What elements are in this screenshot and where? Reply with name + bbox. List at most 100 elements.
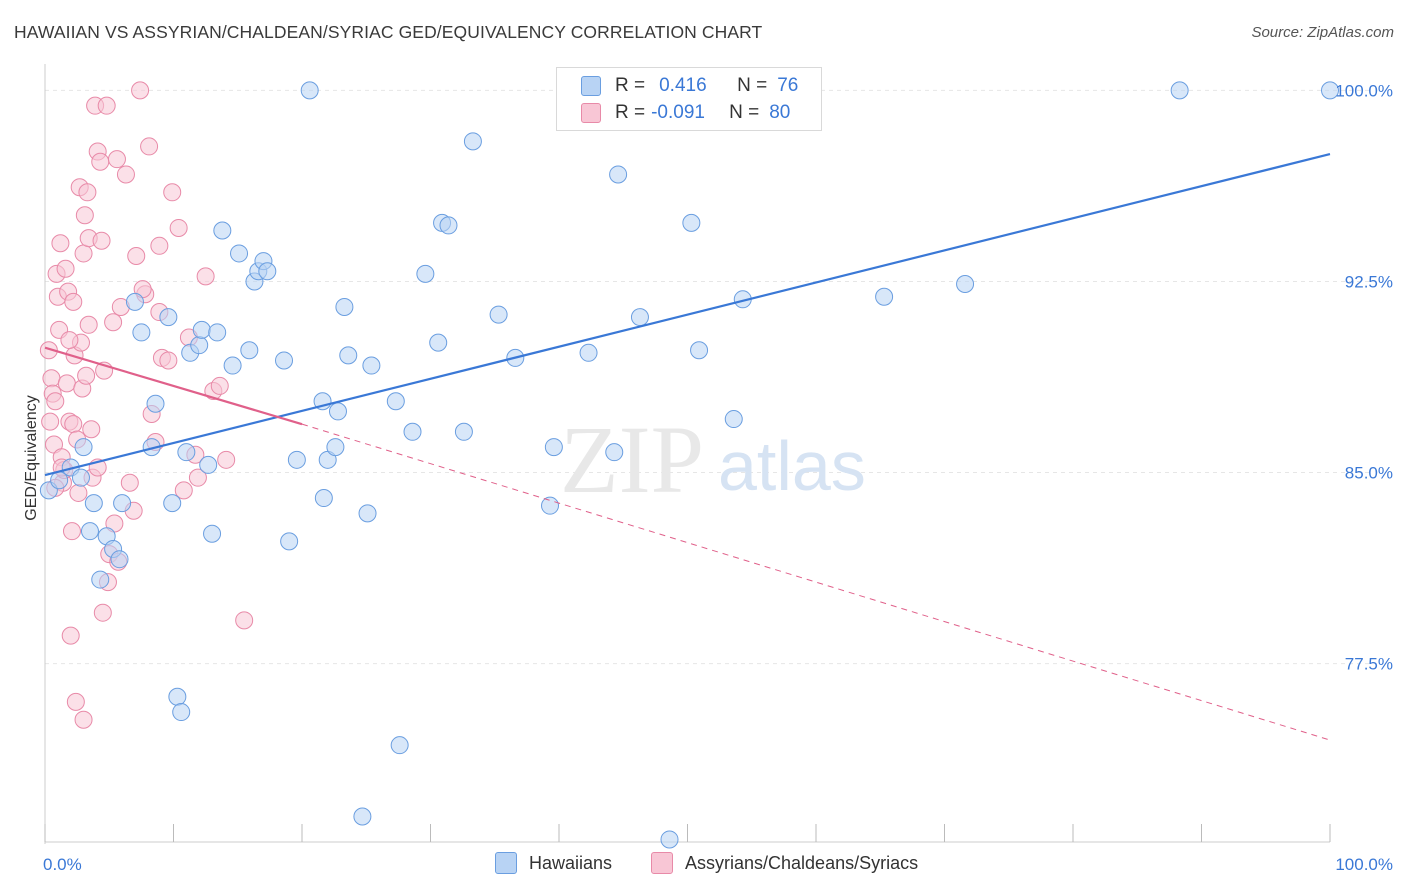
legend-n-value-hawaiians: 76: [777, 75, 799, 96]
data-point-hawaiians: [213, 221, 232, 240]
tick-labels: 100.0% 92.5% 85.0% 77.5% 0.0% 100.0%: [43, 81, 1393, 874]
data-point-assyrians: [92, 231, 111, 250]
data-point-assyrians: [140, 137, 159, 156]
axes: [44, 64, 1331, 844]
legend-swatch-assyrians: [651, 852, 673, 874]
data-point-hawaiians: [463, 132, 482, 151]
legend-swatch-hawaiians: [581, 76, 601, 96]
data-point-assyrians: [104, 313, 123, 332]
legend-row-assyrians: R = -0.091 N = 80: [581, 100, 790, 126]
data-point-hawaiians: [386, 392, 405, 411]
data-point-hawaiians: [875, 287, 894, 306]
y-tick-label: 77.5%: [1345, 655, 1393, 674]
data-point-hawaiians: [190, 336, 209, 355]
legend-label-assyrians: Assyrians/Chaldeans/Syriacs: [685, 852, 919, 873]
data-point-hawaiians: [132, 323, 151, 342]
data-point-hawaiians: [91, 570, 110, 589]
data-point-hawaiians: [199, 455, 218, 474]
data-point-hawaiians: [690, 341, 709, 360]
data-point-assyrians: [82, 420, 101, 439]
data-point-hawaiians: [80, 522, 99, 541]
data-point-hawaiians: [314, 489, 333, 508]
data-point-hawaiians: [956, 275, 975, 294]
data-point-hawaiians: [358, 504, 377, 523]
data-point-assyrians: [74, 710, 93, 729]
data-point-hawaiians: [416, 264, 435, 283]
trend-lines: [44, 153, 1331, 741]
data-point-assyrians: [75, 206, 94, 225]
data-point-assyrians: [127, 246, 146, 265]
data-point-hawaiians: [439, 216, 458, 235]
data-point-assyrians: [107, 150, 126, 169]
data-point-assyrians: [174, 481, 193, 500]
legend-n-label: N =: [729, 102, 760, 123]
legend-r-value-assyrians: -0.091: [651, 102, 705, 123]
data-point-hawaiians: [203, 524, 222, 543]
legend-swatch-hawaiians: [495, 852, 517, 874]
data-point-hawaiians: [1170, 81, 1189, 100]
data-point-assyrians: [93, 603, 112, 622]
source-label: Source: ZipAtlas.com: [1251, 24, 1394, 41]
trend-line-hawaiians: [44, 153, 1331, 477]
data-point-hawaiians: [125, 292, 144, 311]
data-point-hawaiians: [541, 496, 560, 515]
data-point-assyrians: [196, 267, 215, 286]
data-point-hawaiians: [258, 262, 277, 281]
data-point-assyrians: [163, 183, 182, 202]
data-point-assyrians: [120, 473, 139, 492]
data-point-hawaiians: [146, 394, 165, 413]
data-point-hawaiians: [403, 422, 422, 441]
data-point-assyrians: [169, 218, 188, 237]
data-point-assyrians: [69, 483, 88, 502]
data-point-assyrians: [61, 626, 80, 645]
data-point-hawaiians: [159, 308, 178, 327]
data-point-hawaiians: [223, 356, 242, 375]
data-point-hawaiians: [208, 323, 227, 342]
data-point-hawaiians: [544, 438, 563, 457]
y-tick-label: 100.0%: [1335, 81, 1393, 100]
data-point-hawaiians: [682, 213, 701, 232]
data-point-assyrians: [64, 292, 83, 311]
data-point-hawaiians: [287, 450, 306, 469]
watermark-atlas: atlas: [718, 427, 866, 505]
legend-label-hawaiians: Hawaiians: [529, 852, 613, 873]
x-tick-label: 100.0%: [1335, 855, 1393, 874]
data-point-assyrians: [159, 351, 178, 370]
data-point-hawaiians: [489, 305, 508, 324]
data-point-assyrians: [77, 366, 96, 385]
data-point-assyrians: [46, 392, 65, 411]
y-axis-label: GED/Equivalency: [23, 395, 40, 520]
data-point-assyrians: [78, 183, 97, 202]
data-point-hawaiians: [113, 494, 132, 513]
data-point-hawaiians: [362, 356, 381, 375]
data-point-hawaiians: [326, 438, 345, 457]
data-point-assyrians: [64, 415, 83, 434]
data-point-hawaiians: [74, 438, 93, 457]
series-legend: Hawaiians Assyrians/Chaldeans/Syriacs: [0, 852, 1406, 876]
data-point-hawaiians: [390, 736, 409, 755]
series-assyrians-points: [39, 81, 254, 729]
data-point-hawaiians: [163, 494, 182, 513]
correlation-legend: R = 0.416 N = 76 R = -0.091 N = 80: [556, 67, 822, 131]
data-point-hawaiians: [339, 346, 358, 365]
data-point-hawaiians: [240, 341, 259, 360]
legend-r-label: R =: [615, 102, 646, 123]
legend-item-assyrians[interactable]: Assyrians/Chaldeans/Syriacs: [651, 852, 918, 874]
data-point-assyrians: [210, 376, 229, 395]
data-point-hawaiians: [275, 351, 294, 370]
data-point-hawaiians: [579, 343, 598, 362]
data-point-assyrians: [56, 259, 75, 278]
data-point-hawaiians: [660, 830, 679, 849]
chart-title: HAWAIIAN VS ASSYRIAN/CHALDEAN/SYRIAC GED…: [14, 22, 763, 42]
data-point-hawaiians: [172, 703, 191, 722]
grid-lines: [45, 89, 1370, 665]
trend-line-assyrians: [44, 346, 303, 426]
data-point-assyrians: [97, 96, 116, 115]
series-hawaiians-points: [39, 81, 1339, 849]
data-point-hawaiians: [230, 244, 249, 263]
data-point-assyrians: [217, 450, 236, 469]
data-point-assyrians: [42, 369, 61, 388]
legend-item-hawaiians[interactable]: Hawaiians: [495, 852, 612, 874]
legend-n-value-assyrians: 80: [769, 102, 791, 123]
